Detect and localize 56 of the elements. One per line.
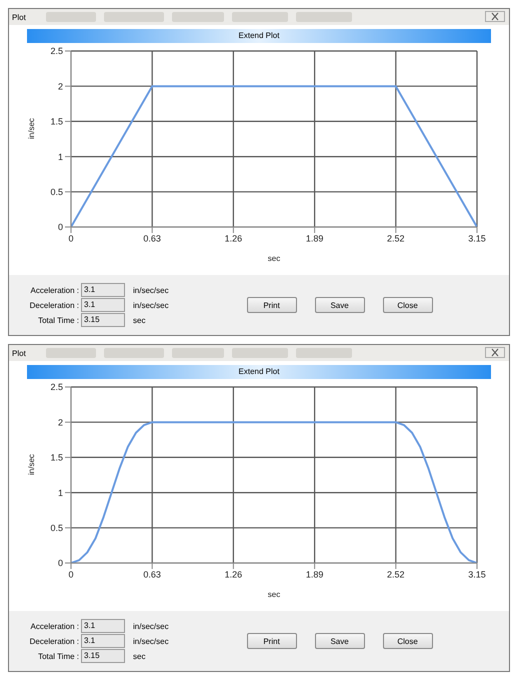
text: sec	[133, 652, 146, 660]
y-axis-title: in/sec	[26, 118, 36, 139]
text: Save	[314, 297, 365, 313]
x-tick-label: 0	[68, 569, 74, 580]
y-tick-label: 0.5	[50, 522, 63, 533]
x-axis-title: sec	[268, 254, 280, 263]
text: in/sec/sec	[133, 636, 169, 646]
x-tick-label: 0	[68, 233, 74, 244]
chart-title: Extend Plot	[27, 29, 491, 43]
text: sec	[133, 316, 146, 324]
x-tick-label: 1.26	[224, 233, 242, 244]
y-tick-label: 0	[58, 558, 63, 568]
text: 3.1	[81, 298, 125, 312]
text: Deceleration :	[28, 636, 79, 646]
y-tick-label: 2	[58, 417, 63, 428]
text: Close	[382, 297, 433, 313]
text: Plot	[12, 348, 26, 358]
text: in/sec/sec	[133, 622, 169, 630]
y-tick-label: 2	[58, 81, 63, 92]
text: in/sec/sec	[133, 286, 169, 294]
text: Total Time :	[37, 652, 79, 660]
x-tick-label: 2.52	[387, 569, 405, 580]
x-tick-label: 3.15	[468, 233, 486, 244]
y-tick-label: 1.5	[50, 116, 63, 127]
x-tick-label: 0.63	[143, 569, 161, 580]
text: in/sec/sec	[133, 300, 169, 310]
y-tick-label: 0.5	[50, 186, 63, 197]
chart-title: Extend Plot	[27, 365, 491, 379]
x-tick-label: 1.89	[306, 233, 324, 244]
y-tick-label: 1	[58, 488, 63, 498]
text: Acceleration :	[30, 622, 79, 630]
text: 3.15	[81, 649, 125, 663]
text: 3.1	[81, 634, 125, 648]
text: 3.1	[81, 283, 125, 297]
text: Acceleration :	[30, 286, 79, 294]
x-tick-label: 3.15	[468, 569, 486, 580]
text: Close	[382, 633, 433, 649]
x-tick-label: 1.89	[306, 569, 324, 580]
text: Plot	[12, 12, 26, 22]
x-tick-label: 2.52	[387, 233, 405, 244]
text: Print	[246, 297, 297, 313]
y-axis-title: in/sec	[26, 454, 36, 475]
y-tick-label: 1	[58, 152, 63, 162]
x-axis-title: sec	[268, 590, 280, 599]
y-tick-label: 2.5	[50, 382, 63, 392]
y-tick-label: 0	[58, 222, 63, 232]
text: Save	[314, 633, 365, 649]
y-tick-label: 2.5	[50, 46, 63, 56]
text: Deceleration :	[28, 300, 79, 310]
x-tick-label: 1.26	[224, 569, 242, 580]
y-tick-label: 1.5	[50, 452, 63, 463]
text: Total Time :	[37, 316, 79, 324]
text: 3.15	[81, 313, 125, 327]
text: 3.1	[81, 619, 125, 633]
x-tick-label: 0.63	[143, 233, 161, 244]
text: Print	[246, 633, 297, 649]
